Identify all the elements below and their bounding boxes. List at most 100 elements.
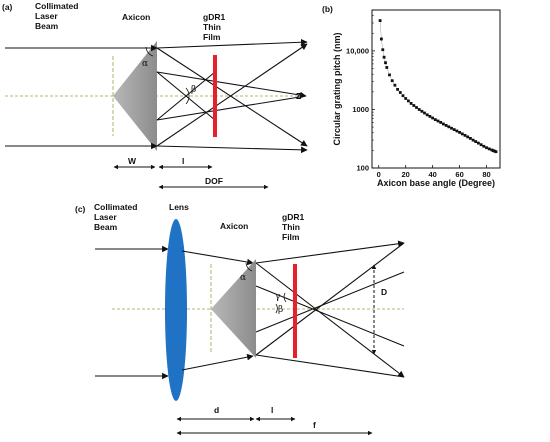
panel-b: (b) 0 20 40 60 80 100 1000 10,000 Axicon base an… [322, 4, 501, 188]
chart-point [388, 73, 391, 77]
chart-point [444, 124, 448, 127]
chart-x-tick-label: 60 [455, 170, 463, 179]
chart-point [436, 119, 440, 123]
panel-a-dim-l-label: l [182, 156, 184, 166]
chart-point [382, 55, 386, 59]
chart-point [455, 129, 459, 133]
chart-point [390, 79, 394, 83]
panel-a-beam-line3: Beam [35, 21, 59, 31]
panel-a-ray-top-up [156, 38, 308, 49]
chart-y-tick-label: 1000 [352, 105, 369, 114]
panel-c-axicon [211, 259, 256, 358]
panel-a-film-line2: Thin [203, 22, 221, 32]
chart-point [381, 48, 385, 52]
panel-a-ray-top-down [156, 47, 308, 147]
chart-point [398, 91, 402, 94]
panel-c-lens-label: Lens [169, 202, 189, 212]
chart-x-tick-label: 0 [377, 170, 381, 179]
panel-c-beam-line1: Collimated [94, 202, 137, 212]
panel-a-thin-film [213, 55, 217, 137]
chart-point [452, 128, 456, 131]
panel-b-tag: (b) [322, 4, 333, 14]
chart-point [471, 138, 475, 142]
chart-point [482, 144, 486, 148]
panel-a-film-line3: Film [203, 32, 221, 42]
chart-y-axis-label: Circular grating pitch (nm) [332, 32, 342, 145]
chart-point [433, 118, 437, 121]
panel-a-ray-bottom-down [156, 145, 308, 154]
chart-y-tick-label: 100 [356, 164, 369, 173]
chart-point [466, 135, 470, 139]
panel-c-thin-film [293, 264, 297, 358]
panel-a-dim-w-label: W [128, 156, 137, 166]
panel-c-beam-label: Collimated Laser Beam [94, 202, 140, 232]
chart-point [487, 147, 491, 151]
pitch-chart: 0 20 40 60 80 100 1000 10,000 Axicon base angle … [332, 9, 501, 188]
panel-c-ray-bottom-down [255, 354, 405, 378]
panel-c-film-line2: Thin [282, 222, 300, 232]
chart-point [428, 115, 432, 118]
panel-a-dim-dof-label: DOF [205, 176, 223, 186]
panel-a-axicon [113, 41, 157, 151]
chart-point [407, 99, 410, 103]
panel-c-ray-top-down [255, 262, 405, 378]
panel-a-z-axis-label: Z [296, 91, 301, 101]
chart-x-tick-label: 80 [482, 170, 490, 179]
chart-frame [371, 9, 501, 169]
panel-c-beam-lens-axicon-top [181, 250, 254, 266]
panel-a-axicon-label: Axicon [122, 12, 150, 22]
panel-a-film-label: gDR1 Thin Film [203, 12, 228, 42]
chart-point [479, 143, 483, 147]
panel-c-beam-lens-axicon-bottom [181, 353, 254, 371]
chart-point [384, 61, 387, 65]
panel-c-axicon-label: Axicon [220, 221, 248, 231]
panel-a-ray-mid-bottom [156, 95, 307, 121]
panel-c-ray-top-up [255, 240, 405, 264]
chart-point [474, 140, 478, 143]
chart-point [431, 116, 434, 120]
chart-point [450, 126, 453, 130]
chart-point [485, 146, 488, 150]
panel-c-beam-line2: Laser [94, 212, 117, 222]
panel-c-dim-D-label: D [381, 287, 387, 297]
panel-c-ray-mid-top [255, 285, 405, 347]
panel-c-alpha: α [240, 273, 246, 283]
chart-point [458, 131, 461, 134]
panel-a-film-line1: gDR1 [203, 12, 225, 22]
chart-x-tick-label: 20 [402, 170, 410, 179]
panel-a-beam-label: Collimated Laser Beam [35, 1, 81, 31]
chart-point [425, 113, 429, 117]
chart-point [409, 102, 413, 105]
panel-c-dim-d-label: d [214, 405, 219, 415]
chart-point [396, 88, 399, 91]
chart-point [460, 132, 464, 136]
panel-a-alpha-arc [145, 46, 154, 57]
chart-x-axis-label: Axicon base angle (Degree) [377, 178, 495, 188]
chart-series-line [379, 20, 497, 152]
panel-c-ray-bottom-up [255, 242, 405, 356]
chart-x-tick-label: 40 [428, 170, 436, 179]
chart-point [494, 150, 498, 154]
panel-a-beta: β [191, 85, 196, 95]
chart-point [412, 104, 416, 107]
panel-a-beam-line2: Laser [35, 11, 58, 21]
panel-c-beta-arc [275, 303, 278, 314]
panel-a-ray-mid-top [156, 71, 307, 99]
panel-a: (a) Collimated Laser Beam Axicon gDR1 Th… [2, 1, 308, 190]
chart-point [417, 108, 421, 111]
panel-a-beta-arc [185, 87, 190, 105]
panel-c-lens [165, 219, 187, 401]
chart-point [380, 37, 383, 41]
chart-point [423, 111, 426, 115]
chart-point [420, 109, 424, 113]
panel-c-gamma: γ [275, 292, 280, 302]
panel-c-gamma-arc [283, 292, 287, 303]
panel-a-tag: (a) [2, 2, 13, 12]
chart-point [463, 134, 467, 137]
chart-point [378, 19, 382, 22]
panel-c-beam-line3: Beam [94, 222, 118, 232]
chart-y-tick-label: 10,000 [346, 46, 369, 55]
panel-c-film-line3: Film [282, 232, 300, 242]
panel-c-tag: (c) [75, 204, 86, 214]
